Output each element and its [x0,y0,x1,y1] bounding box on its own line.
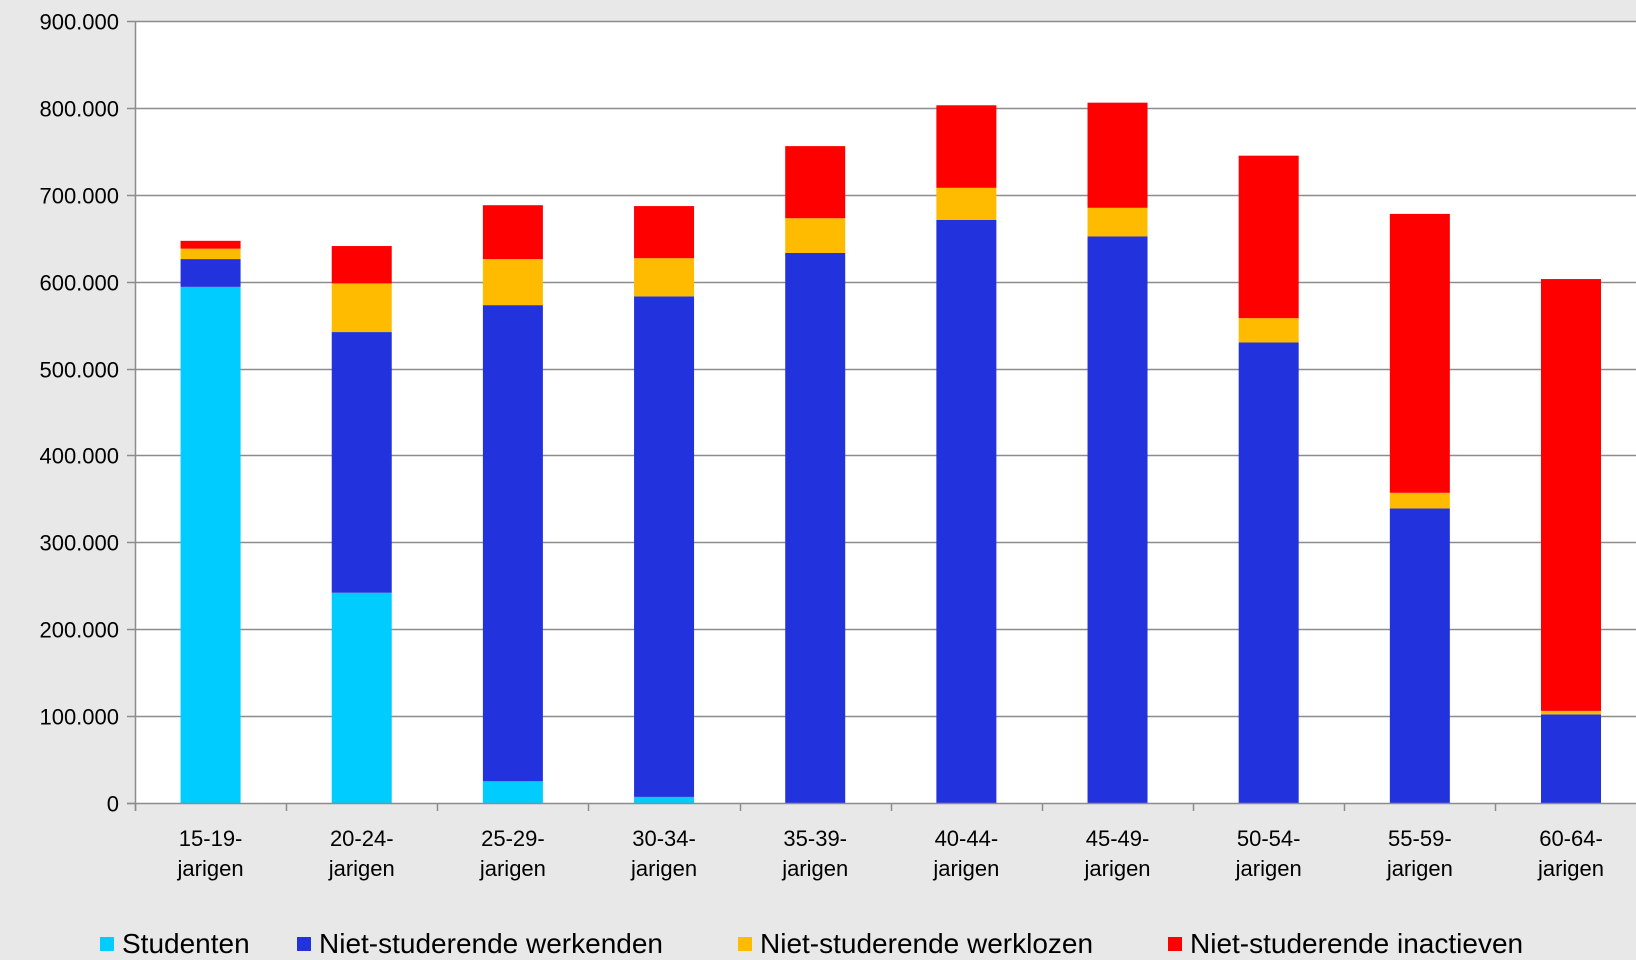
legend-label: Niet-studerende werkenden [319,928,663,959]
bars [180,102,1602,804]
legend-label: Niet-studerende inactieven [1190,928,1524,959]
x-tick-label: 15-19-jarigen [177,826,244,881]
bar-segment [936,219,997,803]
bar-segment [936,105,997,188]
bar-segment [482,781,543,803]
y-tick-label: 900.000 [39,10,119,35]
x-tick-label: 60-64-jarigen [1537,826,1604,881]
y-tick-label: 700.000 [39,184,119,209]
bar-segment [482,305,543,782]
x-tick-label: 25-29-jarigen [479,826,546,881]
legend-item: Niet-studerende werklozen [738,928,1093,960]
bar-segment [634,206,695,259]
bar-segment [634,796,695,803]
bar-segment [1238,318,1299,343]
x-tick-label: 30-34-jarigen [630,826,697,881]
stacked-bar-chart: 0 100.000 200.000 300.000 400.000 500.000 600.… [39,10,1636,882]
legend-label: Niet-studerende werklozen [760,928,1094,959]
legend-swatch [100,937,114,951]
legend-swatch [1168,937,1182,951]
legend-swatch [738,937,752,951]
y-tick-label: 600.000 [39,271,119,296]
bar-segment [1541,279,1602,711]
legend-item: Niet-studerende werkenden [297,928,663,960]
bar-segment [1389,492,1450,509]
bar-segment [785,252,846,803]
x-tick-label: 40-44-jarigen [932,826,999,881]
legend-label: Studenten [122,928,250,959]
bar-segment [180,286,241,803]
bar-segment [1541,710,1602,715]
bar-segment [936,187,997,220]
bar-segment [180,248,241,260]
y-tick-label: 300.000 [39,531,119,556]
bar-segment [1238,155,1299,319]
bar-segment [1389,508,1450,803]
bar-segment [1087,236,1148,804]
x-tick-label: 20-24-jarigen [328,826,395,881]
bar-segment [634,258,695,297]
bar-segment [1389,213,1450,493]
bar-segment [634,296,695,797]
bar-segment [482,205,543,260]
y-tick-label: 100.000 [39,705,119,730]
y-tick-label: 500.000 [39,358,119,383]
axes [127,20,1636,811]
bar-segment [785,146,846,219]
legend-item: Studenten [100,928,250,960]
bar-segment [1087,207,1148,237]
bar-segment [331,283,392,333]
x-tick-label: 50-54-jarigen [1235,826,1302,881]
bar-segment [180,259,241,287]
bar-segment [482,259,543,306]
bar-segment [1541,714,1602,803]
x-tick-label: 35-39-jarigen [781,826,848,881]
legend-swatch [297,937,311,951]
bar-segment [180,240,241,249]
x-tick-label: 55-59-jarigen [1386,826,1453,881]
bar-segment [1238,342,1299,803]
bar-segment [785,218,846,253]
tick-labels: 0 100.000 200.000 300.000 400.000 500.000 600.… [39,10,1604,882]
legend: Studenten Niet-studerende werkenden Niet-s… [0,928,1636,960]
x-tick-label: 45-49-jarigen [1084,826,1151,881]
bar-segment [1087,102,1148,208]
bar-segment [331,246,392,284]
legend-item: Niet-studerende inactieven [1168,928,1523,960]
bar-segment [331,332,392,593]
bar-segment [331,592,392,803]
y-tick-label: 200.000 [39,618,119,643]
y-tick-label: 400.000 [39,444,119,469]
y-tick-label: 800.000 [39,97,119,122]
y-tick-label: 0 [107,792,119,817]
